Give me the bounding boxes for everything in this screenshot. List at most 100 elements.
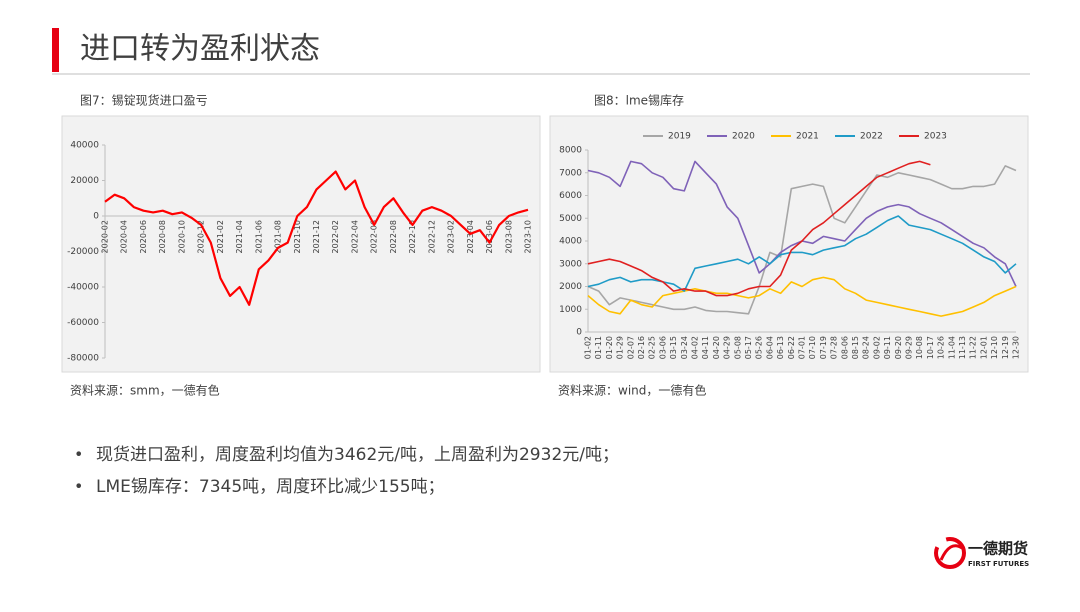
x-tick-label: 09-11 [883,336,892,359]
x-tick-label: 07-10 [808,336,817,359]
x-tick-label: 02-16 [637,336,646,359]
x-tick-label: 2020-12 [197,220,206,253]
x-tick-label: 04-11 [701,336,710,359]
data-line [587,160,931,297]
x-tick-label: 10-26 [937,336,946,359]
x-tick-label: 2023-10 [524,220,533,253]
x-tick-label: 03-24 [680,336,689,359]
x-tick-label: 2021-06 [254,220,263,253]
chart-panel [549,115,1029,373]
x-tick-label: 2021-04 [235,220,244,253]
x-tick-label: 05-17 [744,336,753,359]
x-tick-label: 2020-02 [101,220,110,253]
x-tick-label: 06-04 [765,336,774,359]
x-tick-label: 12-19 [1001,336,1010,359]
legend-label: 2020 [732,132,755,142]
slide-title: 进口转为盈利状态 [80,32,320,67]
y-tick-label: -80000 [67,354,99,364]
x-tick-label: 04-02 [691,336,700,359]
x-tick-label: 03-15 [669,336,678,359]
x-tick-label: 2021-02 [216,220,225,253]
x-tick-label: 09-02 [872,336,881,359]
x-tick-label: 06-22 [787,336,796,359]
x-tick-label: 07-19 [819,336,828,359]
x-tick-label: 05-08 [733,336,742,359]
x-tick-label: 2021-08 [274,220,283,253]
y-tick-label: -20000 [67,247,99,257]
x-tick-label: 08-06 [840,336,849,359]
x-tick-label: 2020-04 [120,220,129,253]
chart-panel [61,115,541,373]
x-tick-label: 2022-04 [350,220,359,253]
x-tick-label: 2023-04 [466,220,475,253]
x-tick-label: 05-26 [755,336,764,359]
x-tick-label: 2022-08 [389,220,398,253]
x-tick-label: 09-20 [894,336,903,359]
y-tick-label: 5000 [559,214,582,224]
x-tick-label: 01-29 [616,336,625,359]
x-tick-label: 2022-10 [408,220,417,253]
x-tick-label: 12-30 [1012,336,1021,359]
source-note: 资料来源：wind，一德有色 [558,383,706,398]
y-tick-label: 4000 [559,237,582,247]
data-line [587,276,1017,317]
x-tick-label: 2021-12 [312,220,321,253]
chart-title: 图7：锡锭现货进口盈亏 [80,93,208,108]
y-tick-label: 6000 [559,191,582,201]
logo-subtitle: FIRST FUTURES [968,560,1029,568]
x-tick-label: 2022-02 [331,220,340,253]
x-tick-label: 07-01 [798,336,807,359]
x-tick-label: 09-29 [905,336,914,359]
bullet-dot: • [74,445,83,464]
x-tick-label: 11-04 [947,336,956,359]
x-tick-label: 11-13 [958,336,967,359]
data-line [587,165,1017,315]
bullet-text: 现货进口盈利，周度盈利均值为3462元/吨，上周盈利为2932元/吨； [96,445,619,465]
logo-name: 一德期货 [968,540,1028,558]
x-tick-label: 2022-06 [370,220,379,253]
x-tick-label: 11-22 [969,336,978,359]
x-tick-label: 08-24 [862,336,871,359]
y-tick-label: 40000 [70,141,99,151]
x-tick-label: 10-17 [926,336,935,359]
logo-icon [934,537,966,569]
y-tick-label: 7000 [559,168,582,178]
x-tick-label: 08-15 [851,336,860,359]
x-tick-label: 12-10 [990,336,999,359]
x-tick-label: 2021-10 [293,220,302,253]
bullet-dot: • [74,477,83,496]
x-tick-label: 01-20 [605,336,614,359]
x-tick-label: 03-06 [658,336,667,359]
data-line [104,170,529,306]
x-tick-label: 2020-08 [158,220,167,253]
legend-label: 2019 [668,132,691,142]
legend-label: 2021 [796,132,819,142]
x-tick-label: 2020-10 [177,220,186,253]
x-tick-label: 01-11 [594,336,603,359]
x-tick-label: 2023-02 [447,220,456,253]
x-tick-label: 07-28 [830,336,839,359]
x-tick-label: 12-01 [979,336,988,359]
x-tick-label: 2022-12 [427,220,436,253]
x-tick-label: 2023-08 [504,220,513,253]
bullet-text: LME锡库存：7345吨，周度环比减少155吨； [96,477,445,497]
y-tick-label: 1000 [559,305,582,315]
source-note: 资料来源：smm，一德有色 [70,383,220,398]
y-tick-label: 8000 [559,146,582,156]
legend-label: 2023 [924,132,947,142]
x-tick-label: 04-20 [712,336,721,359]
x-tick-label: 10-08 [915,336,924,359]
x-tick-label: 01-02 [584,336,593,359]
y-tick-label: -60000 [67,318,99,328]
y-tick-label: 0 [576,328,582,338]
x-tick-label: 02-25 [648,336,657,359]
x-tick-label: 06-13 [776,336,785,359]
x-tick-label: 04-29 [723,336,732,359]
logo: 一德期货 FIRST FUTURES [934,537,1029,569]
logo-swoosh [939,544,963,561]
y-tick-label: 3000 [559,259,582,269]
x-tick-label: 2020-06 [139,220,148,253]
chart-title: 图8：lme锡库存 [594,93,684,108]
y-tick-label: 20000 [70,176,99,186]
